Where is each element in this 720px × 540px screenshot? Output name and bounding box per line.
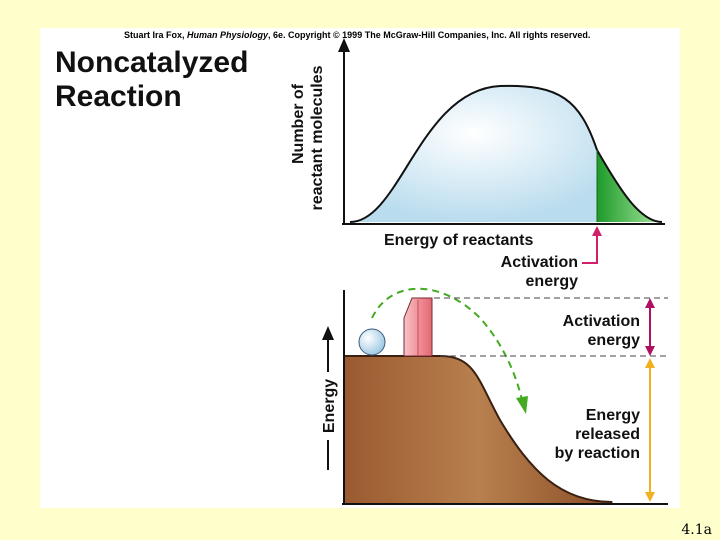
released-label-line-3: by reaction [555, 445, 640, 462]
activation-energy-arrow-down [645, 346, 655, 356]
copyright-line: Stuart Ira Fox, Human Physiology, 6e. Co… [124, 30, 604, 40]
bottom-ylabel: Energy [321, 379, 338, 433]
released-label-line-1: Energy [586, 407, 640, 424]
energy-released-arrow-down [645, 492, 655, 502]
copyright-author: Stuart Ira Fox, [124, 30, 188, 40]
activated-molecules-area [597, 150, 662, 222]
top-y-axis-arrowhead [338, 38, 350, 52]
activation-label-line-1: Activation [563, 313, 640, 330]
copyright-book: Human Physiology [187, 30, 269, 40]
distribution-curve-outline [349, 84, 663, 223]
reactant-ball [358, 328, 386, 356]
reaction-path-arrow [371, 287, 523, 401]
activation-label-line-2: energy [588, 332, 641, 349]
page-title: Noncatalyzed Reaction [55, 46, 248, 114]
energy-graph [322, 287, 668, 505]
threshold-pointer [582, 234, 598, 264]
reaction-path-arrowhead [516, 396, 528, 414]
activation-energy-arrow-up [645, 298, 655, 308]
energy-released-arrow-up [645, 358, 655, 368]
copyright-rest: , 6e. Copyright © 1999 The McGraw-Hill C… [268, 30, 591, 40]
title-line-2: Reaction [55, 80, 182, 113]
threshold-label-line-1: Activation [501, 254, 578, 271]
top-xlabel: Energy of reactants [384, 232, 533, 249]
threshold-label-line-2: energy [526, 273, 579, 290]
energy-label-bg [318, 372, 340, 440]
distribution-curve [350, 85, 597, 222]
energy-hill-top-edge [344, 355, 613, 503]
energy-label-arrowhead [322, 326, 334, 340]
top-ylabel-line-1: Number of [290, 83, 307, 164]
top-ylabel-line-2: reactant molecules [309, 65, 326, 210]
figure-label: 4.1a [681, 522, 712, 538]
threshold-pointer-head [592, 226, 602, 236]
distribution-graph [338, 38, 665, 264]
released-label-line-2: released [575, 426, 640, 443]
title-line-1: Noncatalyzed [55, 46, 249, 79]
